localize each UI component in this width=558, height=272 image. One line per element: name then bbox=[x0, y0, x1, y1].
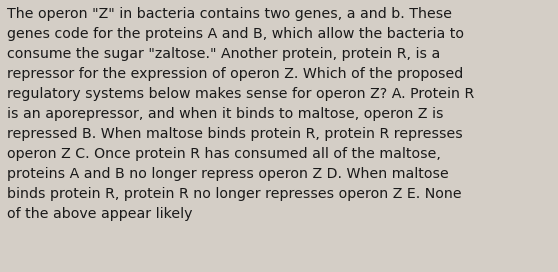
Text: The operon "Z" in bacteria contains two genes, a and b. These
genes code for the: The operon "Z" in bacteria contains two … bbox=[7, 7, 474, 221]
